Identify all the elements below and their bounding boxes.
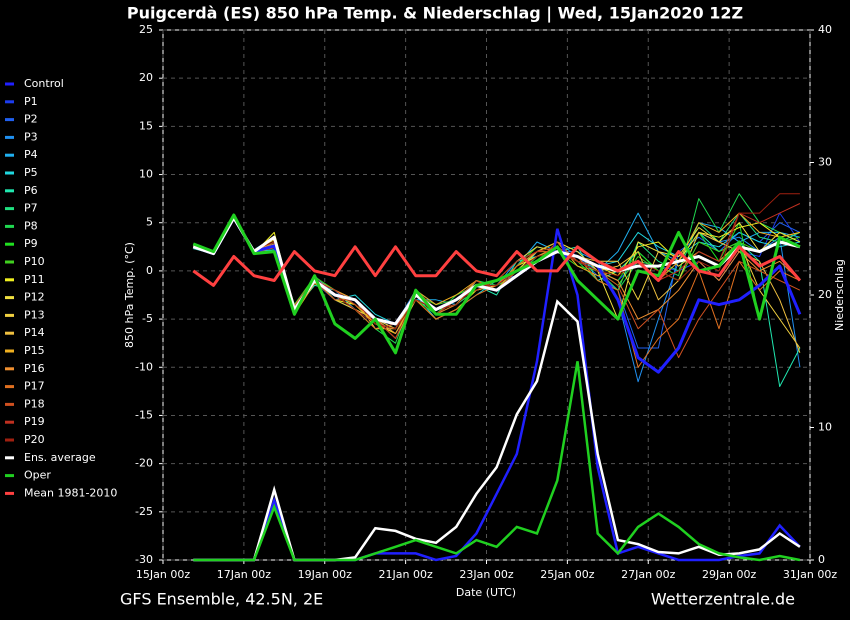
y-tick-label: 20	[139, 71, 153, 84]
legend-label: P7	[24, 202, 38, 215]
x-tick-label: 17Jan 00z	[217, 568, 271, 581]
x-tick-label: 19Jan 00z	[298, 568, 352, 581]
y-tick-label: -15	[135, 408, 153, 421]
x-tick-label: 31Jan 00z	[783, 568, 837, 581]
chart-title: Puigcerdà (ES) 850 hPa Temp. & Niedersch…	[127, 4, 743, 24]
precip-line	[193, 299, 801, 562]
y-tick-label: 25	[139, 23, 153, 36]
legend-label: Ens. average	[24, 451, 96, 464]
y-tick-label: -10	[135, 360, 153, 373]
legend-label: P10	[24, 255, 45, 268]
y-tick-label: -20	[135, 457, 153, 470]
legend-label: P1	[24, 95, 38, 108]
legend-label: P2	[24, 113, 38, 126]
legend-label: P5	[24, 166, 38, 179]
legend-label: P13	[24, 308, 45, 321]
x-tick-label: 27Jan 00z	[621, 568, 675, 581]
legend-label: P14	[24, 326, 45, 339]
x-tick-label: 25Jan 00z	[540, 568, 594, 581]
legend-label: P6	[24, 184, 38, 197]
y-axis-label: 850 hPa Temp. (°C)	[123, 242, 136, 348]
y2-tick-label: 0	[818, 553, 825, 566]
x-tick-label: 23Jan 00z	[459, 568, 513, 581]
y2-tick-label: 20	[818, 288, 832, 301]
x-tick-label: 21Jan 00z	[379, 568, 433, 581]
legend-label: P4	[24, 148, 38, 161]
y-tick-label: 10	[139, 168, 153, 181]
legend-label: P17	[24, 380, 45, 393]
legend-label: P18	[24, 397, 45, 410]
legend-label: Control	[24, 77, 64, 90]
legend-label: P20	[24, 433, 45, 446]
legend-label: P11	[24, 273, 45, 286]
x-axis-label: Date (UTC)	[456, 586, 516, 599]
x-tick-label: 29Jan 00z	[702, 568, 756, 581]
x-tick-label: 15Jan 00z	[136, 568, 190, 581]
y2-tick-label: 30	[818, 156, 832, 169]
legend-label: P9	[24, 237, 38, 250]
temp-line	[193, 216, 801, 368]
footer-right: Wetterzentrale.de	[651, 590, 795, 609]
precip-line	[193, 361, 801, 562]
y-tick-label: -25	[135, 505, 153, 518]
legend-label: P12	[24, 291, 45, 304]
legend-label: Oper	[24, 469, 51, 482]
legend-label: Mean 1981-2010	[24, 486, 117, 499]
temp-line	[192, 213, 801, 355]
y-tick-label: -30	[135, 553, 153, 566]
y2-axis-label: Niederschlag	[833, 259, 846, 331]
footer-left: GFS Ensemble, 42.5N, 2E	[120, 590, 323, 609]
temp-line	[193, 218, 801, 359]
y-tick-label: -5	[142, 312, 153, 325]
temp-line	[192, 245, 802, 287]
y2-tick-label: 10	[818, 421, 832, 434]
y-tick-label: 0	[146, 264, 153, 277]
legend-label: P15	[24, 344, 45, 357]
legend-label: P3	[24, 130, 38, 143]
y2-tick-label: 40	[818, 23, 832, 36]
legend-label: P16	[24, 362, 45, 375]
y-tick-label: 15	[139, 119, 153, 132]
legend-label: P8	[24, 219, 38, 232]
legend-label: P19	[24, 415, 45, 428]
y-tick-label: 5	[146, 216, 153, 229]
